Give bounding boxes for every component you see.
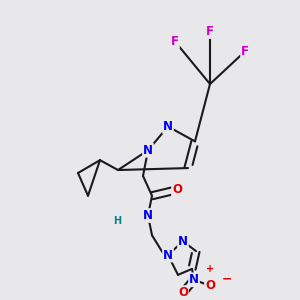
Text: H: H: [113, 216, 121, 226]
Text: +: +: [206, 264, 214, 274]
Text: O: O: [178, 286, 188, 299]
Text: O: O: [205, 279, 215, 292]
Text: N: N: [143, 144, 153, 157]
Text: O: O: [172, 183, 182, 196]
Text: N: N: [163, 120, 173, 133]
Text: F: F: [241, 45, 249, 58]
Text: F: F: [206, 25, 214, 38]
Text: N: N: [189, 273, 199, 286]
Text: N: N: [163, 249, 173, 262]
Text: −: −: [221, 273, 232, 286]
Text: N: N: [178, 235, 188, 248]
Text: F: F: [171, 35, 179, 48]
Text: N: N: [143, 209, 153, 222]
